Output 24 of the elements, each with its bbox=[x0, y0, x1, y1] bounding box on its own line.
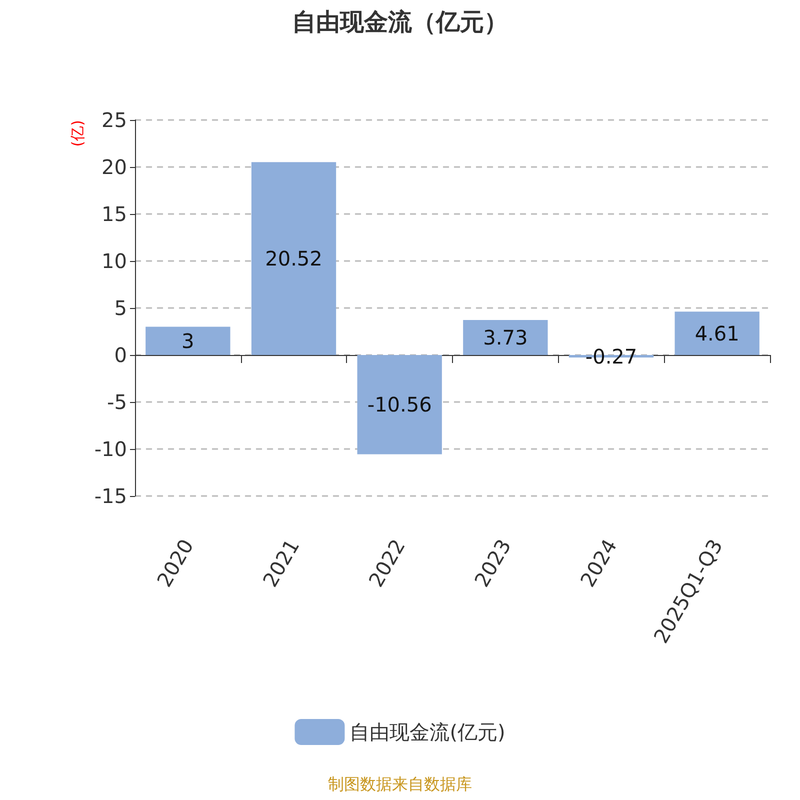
y-tick-label: -15 bbox=[94, 484, 127, 508]
y-tick-label: 25 bbox=[102, 108, 127, 132]
chart-title: 自由现金流（亿元） bbox=[292, 8, 508, 36]
y-tick-label: 10 bbox=[102, 249, 127, 273]
y-tick-label: 5 bbox=[114, 296, 127, 320]
y-tick-label: 20 bbox=[102, 155, 127, 179]
y-tick-label: 15 bbox=[102, 202, 127, 226]
text: 制图数据来自数据库 bbox=[328, 774, 472, 794]
bar bbox=[357, 355, 442, 454]
data-label: -10.56 bbox=[367, 392, 432, 417]
data-label: 3.73 bbox=[483, 325, 528, 350]
data-label: 20.52 bbox=[265, 246, 322, 271]
y-tick-label: -10 bbox=[94, 437, 127, 461]
bar bbox=[146, 326, 230, 355]
bar bbox=[463, 320, 548, 355]
data-label: -0.27 bbox=[585, 344, 638, 368]
bar bbox=[674, 312, 760, 355]
legend-label: 自由现金流(亿元) bbox=[350, 720, 506, 744]
data-label: 3 bbox=[182, 328, 194, 353]
y-tick-label: -5 bbox=[107, 390, 127, 414]
y-axis-title: (亿) bbox=[68, 120, 86, 147]
bar bbox=[251, 162, 336, 355]
y-tick-label: 0 bbox=[114, 343, 127, 367]
data-label: 4.61 bbox=[694, 321, 740, 346]
